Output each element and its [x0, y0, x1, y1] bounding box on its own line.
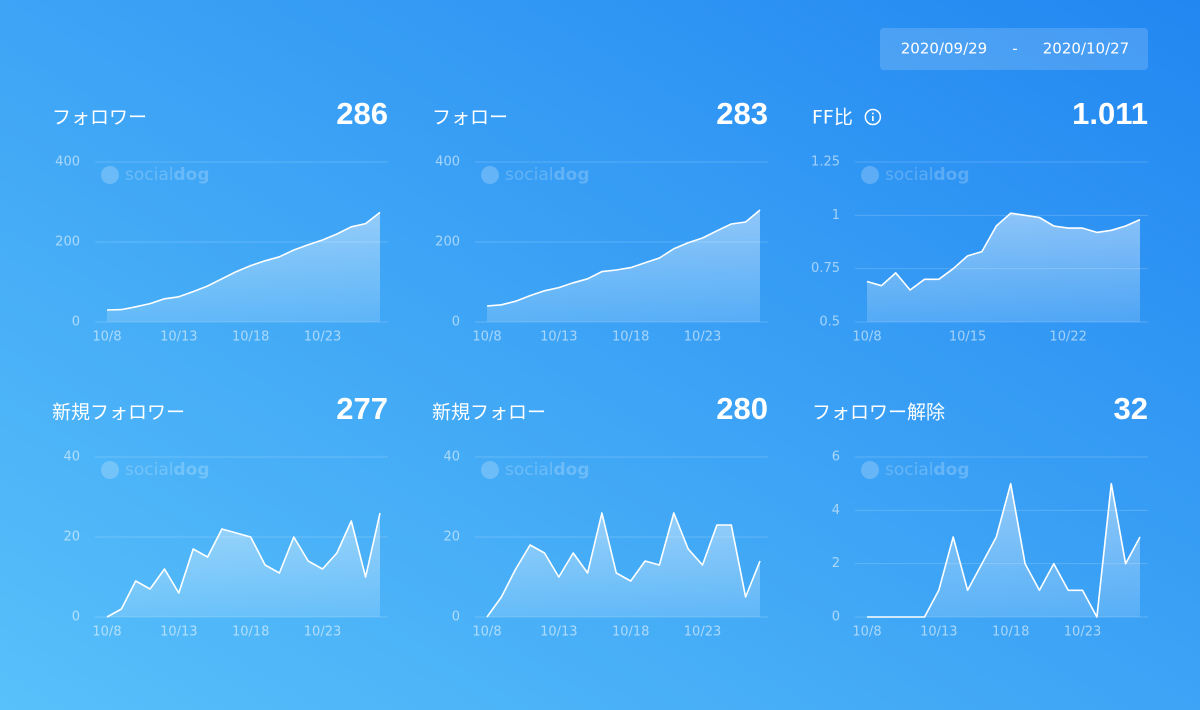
watermark: socialdog — [125, 460, 210, 480]
panel-title: FF比 — [812, 107, 853, 129]
area-fill — [107, 212, 380, 322]
x-tick-label: 10/18 — [232, 330, 269, 345]
watermark-light: social — [885, 460, 933, 480]
panel-total: 283 — [716, 96, 768, 131]
date-range-box[interactable] — [880, 28, 1148, 70]
y-tick-label: 0 — [72, 315, 80, 330]
x-tick-label: 10/23 — [1064, 625, 1101, 640]
watermark-bold: dog — [933, 460, 969, 480]
y-tick-label: 20 — [63, 530, 80, 545]
area-fill — [487, 513, 760, 617]
panel-title: 新規フォロー — [432, 402, 546, 424]
x-tick-label: 10/18 — [232, 625, 269, 640]
watermark: socialdog — [885, 460, 970, 480]
y-tick-label: 40 — [63, 450, 80, 465]
x-tick-label: 10/23 — [684, 330, 721, 345]
panel-total: 277 — [336, 391, 388, 426]
x-tick-label: 10/8 — [472, 625, 501, 640]
panel-title: フォロワー — [52, 107, 147, 129]
y-tick-label: 2 — [832, 556, 840, 571]
area-fill — [867, 213, 1140, 322]
watermark-light: social — [505, 460, 553, 480]
watermark-bold: dog — [553, 165, 589, 185]
y-tick-label: 1 — [832, 208, 840, 223]
watermark-bold: dog — [173, 165, 209, 185]
watermark-icon — [101, 461, 119, 479]
area-line — [866, 212, 1141, 291]
area-fill — [487, 210, 760, 322]
y-tick-label: 200 — [55, 235, 80, 250]
area-line — [106, 211, 381, 311]
info-icon-dot — [871, 112, 874, 115]
y-tick-label: 400 — [435, 155, 460, 170]
info-icon[interactable] — [864, 108, 882, 126]
watermark-bold: dog — [933, 165, 969, 185]
watermark-light: social — [125, 165, 173, 185]
x-tick-label: 10/23 — [304, 330, 341, 345]
panel-title: 新規フォロワー — [52, 402, 185, 424]
y-tick-label: 0.5 — [819, 315, 840, 330]
watermark-icon — [861, 461, 879, 479]
panel-total: 286 — [336, 96, 388, 131]
watermark-light: social — [125, 460, 173, 480]
x-tick-label: 10/23 — [684, 625, 721, 640]
panel-title: フォロワー解除 — [812, 402, 945, 424]
y-tick-label: 400 — [55, 155, 80, 170]
x-tick-label: 10/13 — [160, 625, 197, 640]
x-tick-label: 10/13 — [160, 330, 197, 345]
panel-total: 280 — [716, 391, 768, 426]
x-tick-label: 10/8 — [92, 625, 121, 640]
watermark: socialdog — [125, 165, 210, 185]
watermark: socialdog — [885, 165, 970, 185]
x-tick-label: 10/8 — [472, 330, 501, 345]
date-separator: - — [1012, 40, 1017, 58]
y-tick-label: 0 — [452, 315, 460, 330]
x-tick-label: 10/22 — [1049, 330, 1086, 345]
date-end: 2020/10/27 — [1043, 40, 1129, 58]
x-tick-label: 10/13 — [540, 625, 577, 640]
x-tick-label: 10/15 — [949, 330, 986, 345]
watermark-icon — [101, 166, 119, 184]
panel-total: 32 — [1114, 391, 1148, 426]
area-fill — [107, 513, 380, 617]
watermark-light: social — [505, 165, 553, 185]
watermark: socialdog — [505, 165, 590, 185]
y-tick-label: 0 — [72, 610, 80, 625]
y-tick-label: 1.25 — [811, 155, 840, 170]
x-tick-label: 10/8 — [92, 330, 121, 345]
x-tick-label: 10/18 — [612, 330, 649, 345]
watermark: socialdog — [505, 460, 590, 480]
y-tick-label: 4 — [832, 503, 840, 518]
x-tick-label: 10/13 — [920, 625, 957, 640]
x-tick-label: 10/8 — [852, 625, 881, 640]
y-tick-label: 6 — [832, 450, 840, 465]
area-fill — [867, 483, 1140, 617]
x-tick-label: 10/8 — [852, 330, 881, 345]
y-tick-label: 200 — [435, 235, 460, 250]
area-line — [486, 209, 761, 307]
x-tick-label: 10/18 — [612, 625, 649, 640]
y-tick-label: 40 — [443, 450, 460, 465]
x-tick-label: 10/23 — [304, 625, 341, 640]
panel-total: 1.011 — [1072, 96, 1148, 131]
date-start: 2020/09/29 — [901, 40, 987, 58]
y-tick-label: 20 — [443, 530, 460, 545]
y-tick-label: 0 — [452, 610, 460, 625]
x-tick-label: 10/13 — [540, 330, 577, 345]
panel-title: フォロー — [432, 107, 508, 129]
watermark-icon — [861, 166, 879, 184]
area-line — [867, 482, 1141, 618]
y-tick-label: 0.75 — [811, 261, 840, 276]
watermark-bold: dog — [553, 460, 589, 480]
watermark-icon — [481, 166, 499, 184]
area-line — [106, 512, 381, 618]
area-line — [486, 512, 761, 618]
watermark-light: social — [885, 165, 933, 185]
watermark-bold: dog — [173, 460, 209, 480]
x-tick-label: 10/18 — [992, 625, 1029, 640]
y-tick-label: 0 — [832, 610, 840, 625]
watermark-icon — [481, 461, 499, 479]
